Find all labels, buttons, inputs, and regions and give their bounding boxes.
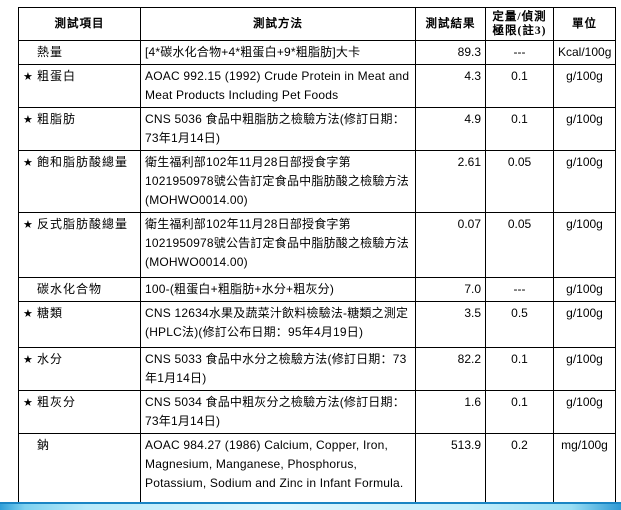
col-header-test-result: 測試結果 bbox=[415, 7, 486, 41]
table-row-trans-fat: ★ 反式脂肪酸總量 衛生福利部102年11月28日部授食字第1021950978號… bbox=[18, 212, 616, 278]
col-header-test-item: 測試項目 bbox=[18, 7, 141, 41]
test-method-cell: AOAC 992.15 (1992) Crude Protein in Meat… bbox=[140, 64, 416, 108]
detection-limit-value: 0.1 bbox=[485, 390, 554, 434]
unit-value: g/100g bbox=[553, 64, 616, 108]
table-row-crude-fat: ★ 粗脂肪 CNS 5036 食品中粗脂肪之檢驗方法(修訂日期：73年1月14日)… bbox=[18, 107, 616, 151]
table-row-crude-ash: ★ 粗灰分 CNS 5034 食品中粗灰分之檢驗方法(修訂日期：73年1月14日)… bbox=[18, 390, 616, 434]
unit-value: g/100g bbox=[553, 301, 616, 348]
star-icon: ★ bbox=[23, 219, 33, 231]
test-item-label: 水分 bbox=[37, 352, 64, 366]
test-method-cell: CNS 5034 食品中粗灰分之檢驗方法(修訂日期：73年1月14日) bbox=[140, 390, 416, 434]
test-item-cell: 鈉 bbox=[18, 433, 141, 510]
col-header-detection-limit: 定量/偵測 極限(註3) bbox=[485, 7, 554, 41]
test-result-value: 89.3 bbox=[415, 40, 486, 65]
test-item-cell: ★ 粗蛋白 bbox=[18, 64, 141, 108]
test-item-cell: ★ 水分 bbox=[18, 347, 141, 391]
table-row-crude-protein: ★ 粗蛋白 AOAC 992.15 (1992) Crude Protein in… bbox=[18, 64, 616, 108]
col-header-unit: 單位 bbox=[553, 7, 616, 41]
table-header-row: 測試項目 測試方法 測試結果 定量/偵測 極限(註3) 單位 bbox=[18, 7, 616, 41]
detection-limit-value: 0.05 bbox=[485, 212, 554, 278]
test-item-label: 鈉 bbox=[37, 438, 51, 452]
table-row-sodium: 鈉 AOAC 984.27 (1986) Calcium, Copper, Ir… bbox=[18, 433, 616, 510]
unit-value: g/100g bbox=[553, 390, 616, 434]
test-item-cell: ★ 反式脂肪酸總量 bbox=[18, 212, 141, 278]
detection-limit-value: 0.1 bbox=[485, 107, 554, 151]
table-row-carbohydrate: 碳水化合物 100-(粗蛋白+粗脂肪+水分+粗灰分) 7.0 --- g/100… bbox=[18, 277, 616, 302]
detection-limit-value: 0.1 bbox=[485, 64, 554, 108]
test-item-label: 反式脂肪酸總量 bbox=[37, 217, 129, 231]
detection-limit-value: 0.5 bbox=[485, 301, 554, 348]
footer-accent-bar bbox=[0, 502, 621, 510]
table-row-moisture: ★ 水分 CNS 5033 食品中水分之檢驗方法(修訂日期：73年1月14日) 8… bbox=[18, 347, 616, 391]
test-item-label: 熱量 bbox=[37, 45, 64, 59]
test-item-cell: ★ 粗灰分 bbox=[18, 390, 141, 434]
test-result-value: 7.0 bbox=[415, 277, 486, 302]
detection-limit-value: --- bbox=[485, 40, 554, 65]
star-icon: ★ bbox=[23, 114, 33, 126]
star-icon: ★ bbox=[23, 354, 33, 366]
test-item-cell: 熱量 bbox=[18, 40, 141, 65]
table-row-sugars: ★ 糖類 CNS 12634水果及蔬菜汁飲料檢驗法-糖類之測定(HPLC法)(修訂… bbox=[18, 301, 616, 348]
test-result-value: 82.2 bbox=[415, 347, 486, 391]
test-item-cell: ★ 飽和脂肪酸總量 bbox=[18, 150, 141, 213]
unit-value: g/100g bbox=[553, 347, 616, 391]
detection-limit-value: 0.1 bbox=[485, 347, 554, 391]
test-item-cell: 碳水化合物 bbox=[18, 277, 141, 302]
detection-limit-value: --- bbox=[485, 277, 554, 302]
test-item-cell: ★ 糖類 bbox=[18, 301, 141, 348]
star-icon: ★ bbox=[23, 71, 33, 83]
test-item-cell: ★ 粗脂肪 bbox=[18, 107, 141, 151]
unit-value: g/100g bbox=[553, 277, 616, 302]
test-item-label: 粗灰分 bbox=[37, 395, 77, 409]
unit-value: mg/100g bbox=[553, 433, 616, 510]
test-method-cell: CNS 12634水果及蔬菜汁飲料檢驗法-糖類之測定(HPLC法)(修訂公布日期… bbox=[140, 301, 416, 348]
star-icon: ★ bbox=[23, 397, 33, 409]
detection-limit-value: 0.05 bbox=[485, 150, 554, 213]
test-method-cell: 衛生福利部102年11月28日部授食字第1021950978號公告訂定食品中脂肪… bbox=[140, 212, 416, 278]
unit-value: g/100g bbox=[553, 150, 616, 213]
test-result-value: 4.3 bbox=[415, 64, 486, 108]
star-icon: ★ bbox=[23, 157, 33, 169]
test-results-table: 測試項目 測試方法 測試結果 定量/偵測 極限(註3) 單位 熱量 [4*碳水化… bbox=[18, 7, 616, 510]
test-result-value: 513.9 bbox=[415, 433, 486, 510]
test-item-label: 糖類 bbox=[37, 306, 64, 320]
test-item-label: 粗脂肪 bbox=[37, 112, 77, 126]
test-item-label: 飽和脂肪酸總量 bbox=[37, 155, 129, 169]
test-method-cell: CNS 5033 食品中水分之檢驗方法(修訂日期：73年1月14日) bbox=[140, 347, 416, 391]
test-method-cell: [4*碳水化合物+4*粗蛋白+9*粗脂肪]大卡 bbox=[140, 40, 416, 65]
test-method-cell: CNS 5036 食品中粗脂肪之檢驗方法(修訂日期：73年1月14日) bbox=[140, 107, 416, 151]
col-header-test-method: 測試方法 bbox=[140, 7, 416, 41]
test-method-cell: 100-(粗蛋白+粗脂肪+水分+粗灰分) bbox=[140, 277, 416, 302]
table-row-saturated-fat: ★ 飽和脂肪酸總量 衛生福利部102年11月28日部授食字第1021950978號… bbox=[18, 150, 616, 213]
test-result-value: 2.61 bbox=[415, 150, 486, 213]
table-row-energy: 熱量 [4*碳水化合物+4*粗蛋白+9*粗脂肪]大卡 89.3 --- Kcal… bbox=[18, 40, 616, 65]
test-result-value: 1.6 bbox=[415, 390, 486, 434]
test-result-value: 4.9 bbox=[415, 107, 486, 151]
test-method-cell: AOAC 984.27 (1986) Calcium, Copper, Iron… bbox=[140, 433, 416, 510]
test-method-cell: 衛生福利部102年11月28日部授食字第1021950978號公告訂定食品中脂肪… bbox=[140, 150, 416, 213]
star-icon: ★ bbox=[23, 308, 33, 320]
test-result-value: 0.07 bbox=[415, 212, 486, 278]
test-item-label: 粗蛋白 bbox=[37, 69, 77, 83]
unit-value: g/100g bbox=[553, 107, 616, 151]
unit-value: Kcal/100g bbox=[553, 40, 616, 65]
test-item-label: 碳水化合物 bbox=[37, 282, 103, 296]
detection-limit-value: 0.2 bbox=[485, 433, 554, 510]
unit-value: g/100g bbox=[553, 212, 616, 278]
test-result-value: 3.5 bbox=[415, 301, 486, 348]
